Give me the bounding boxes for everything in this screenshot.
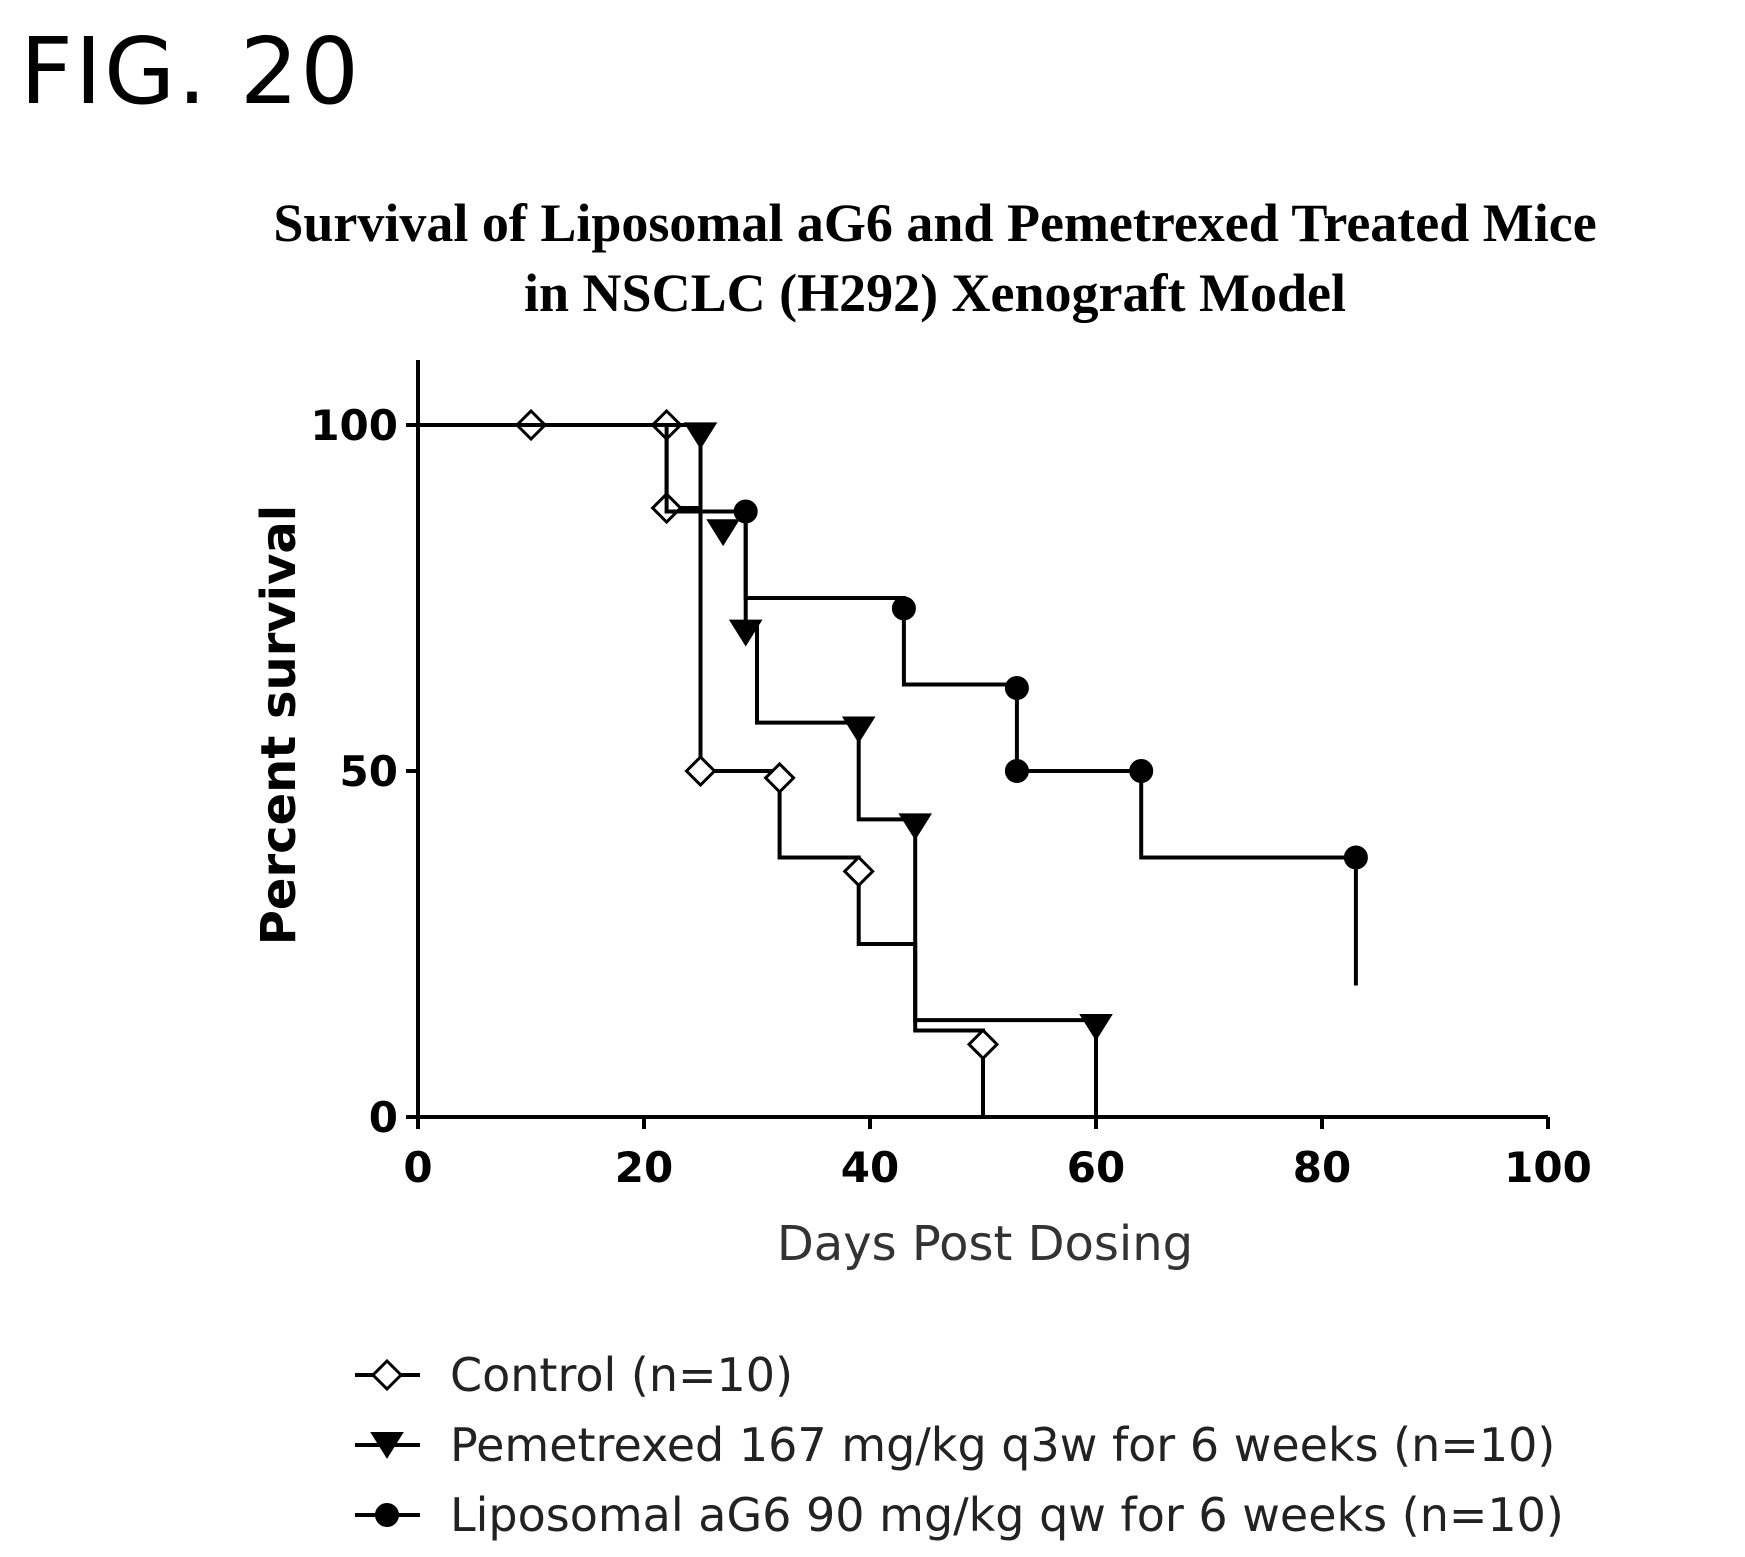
legend: Control (n=10) Pemetrexed 167 mg/kg q3w f… [355, 1348, 1564, 1542]
legend-label: Control (n=10) [450, 1348, 793, 1402]
legend-label: Pemetrexed 167 mg/kg q3w for 6 weeks (n=… [450, 1418, 1555, 1472]
data-point-control [684, 754, 717, 788]
series-line-liposomal-ag6 [418, 423, 1358, 986]
legend-label: Liposomal aG6 90 mg/kg qw for 6 weeks (n… [450, 1488, 1564, 1542]
data-point-liposomal-ag6 [891, 596, 916, 621]
axes: 0 20 40 60 80 100 0 50 100 Days Post Dosing Percen… [251, 360, 1592, 1272]
legend-item-control: Control (n=10) [355, 1348, 793, 1402]
data-point-liposomal-ag6 [1343, 845, 1368, 870]
x-tick-label: 20 [615, 1143, 673, 1192]
legend-marker [370, 1432, 404, 1459]
legend-item-pemetrexed: Pemetrexed 167 mg/kg q3w for 6 weeks (n=… [355, 1418, 1555, 1472]
legend-marker [375, 1503, 399, 1527]
x-tick-label: 0 [403, 1143, 432, 1192]
x-tick-label: 100 [1504, 1143, 1592, 1192]
series-layer [418, 408, 1368, 1117]
chart-title-line-1: Survival of Liposomal aG6 and Pemetrexed… [273, 193, 1597, 253]
data-point-pemetrexed [898, 813, 933, 841]
y-tick-label: 50 [340, 747, 398, 796]
y-axis-title: Percent survival [251, 505, 307, 946]
y-tick-label: 100 [310, 401, 398, 450]
data-point-liposomal-ag6 [733, 499, 758, 524]
x-axis-title: Days Post Dosing [777, 1216, 1193, 1272]
y-tick-label: 0 [369, 1093, 398, 1142]
series-control [418, 408, 1000, 1117]
data-point-pemetrexed [1079, 1014, 1113, 1041]
data-point-pemetrexed [728, 619, 763, 647]
data-point-liposomal-ag6 [1004, 675, 1029, 700]
data-point-pemetrexed [706, 519, 740, 547]
chart-title-line-2: in NSCLC (H292) Xenograft Model [524, 263, 1346, 323]
chart-title: Survival of Liposomal aG6 and Pemetrexed… [140, 188, 1730, 328]
data-point-control [763, 761, 796, 795]
legend-marker [370, 1358, 404, 1392]
x-tick-label: 60 [1067, 1143, 1125, 1192]
data-point-liposomal-ag6 [1004, 759, 1029, 783]
series-liposomal-ag6 [418, 423, 1368, 986]
legend-item-liposomal-ag6: Liposomal aG6 90 mg/kg qw for 6 weeks (n… [355, 1488, 1564, 1542]
figure-label: FIG. 20 [20, 18, 361, 125]
data-point-control [966, 1028, 1000, 1061]
data-point-liposomal-ag6 [1129, 759, 1154, 783]
x-tick-label: 40 [841, 1143, 899, 1192]
data-point-pemetrexed [841, 716, 876, 744]
data-point-pemetrexed [683, 422, 718, 450]
data-point-control [842, 855, 875, 888]
x-tick-label: 80 [1293, 1143, 1351, 1192]
